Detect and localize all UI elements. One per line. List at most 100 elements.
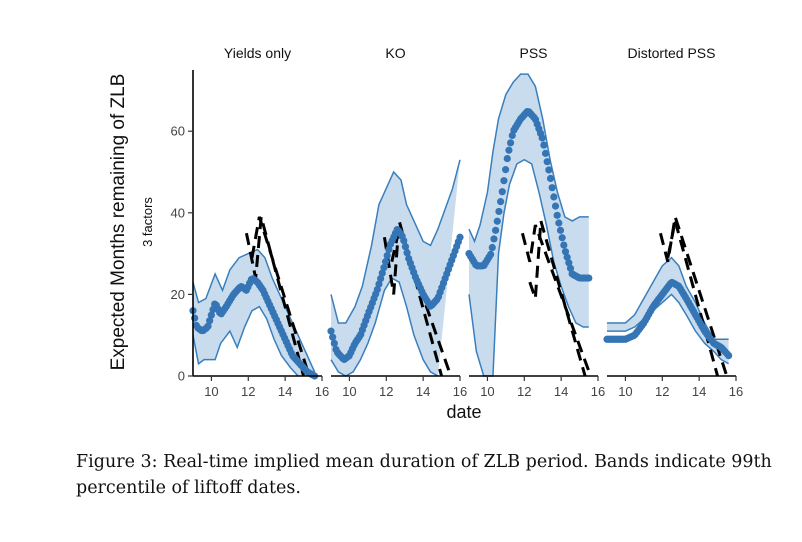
y-tick-label: 60 [171,124,185,139]
mean-point [380,263,388,272]
mean-point [327,327,335,335]
mean-point [495,207,503,216]
mean-point [378,269,386,277]
mean-point [401,243,410,251]
mean-point [725,352,733,360]
mean-point [556,226,565,234]
mean-point [403,249,411,257]
mean-point [508,131,516,140]
mean-point [503,154,511,163]
mean-point [487,250,495,259]
facet-panel: Distorted PSS 10 12 14 16 [603,45,743,399]
mean-point [456,233,464,241]
facet-panel: KO 10 12 14 16 [327,45,467,399]
mean-point [541,149,550,157]
x-tick-label: 16 [729,384,743,399]
mean-point [551,202,560,210]
mean-point [206,317,214,325]
x-tick-label: 14 [692,384,706,399]
liftoff-dashed-line [520,224,593,377]
mean-point [543,158,551,166]
facet-panel: PSS 10 12 14 16 [465,45,605,399]
mean-point [546,174,555,183]
band-lower-edge [192,305,299,377]
x-tick-label: 16 [591,384,605,399]
facet-title: PSS [519,45,547,61]
facet-title: Distorted PSS [628,45,716,61]
facet-panel: Yields only 10 12 14 16 0 20 40 60 [171,45,330,399]
figure-caption: Figure 3: Real-time implied mean duratio… [76,452,772,498]
mean-point [500,177,508,185]
mean-point [373,285,381,294]
mean-point [488,243,496,252]
x-tick-label: 10 [342,384,356,399]
mean-point [497,198,505,206]
mean-point [555,219,563,227]
mean-point [377,274,385,283]
x-tick-label: 12 [517,384,531,399]
band-upper-edge [468,73,589,244]
liftoff-dashed-line [390,223,453,377]
x-tick-label: 12 [241,384,255,399]
x-tick-label: 12 [655,384,669,399]
x-tick-label: 10 [480,384,494,399]
y-tick-label: 40 [171,205,185,220]
mean-point [560,241,568,249]
x-tick-label: 14 [416,384,430,399]
x-axis-title: date [446,402,481,422]
band-upper-edge [330,159,461,324]
mean-point [383,251,391,260]
strip-label: 3 factors [140,197,155,247]
y-tick-label: 20 [171,287,185,302]
mean-point [506,139,515,147]
band-lower-edge [330,277,439,377]
percentile-band [469,74,589,376]
mean-point [550,193,558,201]
mean-point [566,264,575,272]
mean-point [563,253,571,261]
liftoff-dashed-line [528,220,587,377]
liftoff-dashed-line [382,220,444,377]
x-tick-label: 14 [554,384,568,399]
x-tick-label: 16 [453,384,467,399]
mean-point [553,211,561,219]
mean-point [329,333,337,341]
mean-point [191,314,199,322]
band-lower-edge [607,293,729,365]
liftoff-dashed-line [250,216,311,377]
y-tick-label: 0 [178,369,185,384]
x-tick-label: 12 [379,384,393,399]
x-tick-label: 10 [204,384,218,399]
mean-point [561,248,570,256]
y-axis-title-group: Expected Months remaining of ZLB [108,74,129,371]
x-tick-label: 14 [278,384,292,399]
mean-point [540,141,548,149]
mean-point [375,280,383,288]
facet-title: KO [385,45,405,61]
mean-point [330,339,338,347]
mean-point [207,311,215,319]
facet-panels: Yields only 10 12 14 16 0 20 40 60 KO 10 12 14 16 PSS 1… [171,45,744,399]
x-tick-label: 16 [315,384,329,399]
strip-label-group: 3 factors [140,197,155,247]
mean-point [204,322,212,330]
mean-point [502,166,510,174]
mean-point [381,258,390,266]
mean-point [585,274,593,282]
mean-point [492,226,500,234]
liftoff-dashed-line [658,216,729,377]
mean-point [498,188,506,196]
mean-point [400,236,408,245]
percentile-band [607,257,729,364]
mean-point [565,259,573,267]
mean-point [490,235,498,243]
y-axis-title: Expected Months remaining of ZLB [108,74,129,371]
mean-point [538,134,546,142]
x-tick-label: 10 [618,384,632,399]
mean-point [545,166,553,174]
mean-point [548,184,556,192]
mean-point [505,146,513,154]
facet-title: Yields only [224,45,291,61]
mean-point [558,234,566,242]
